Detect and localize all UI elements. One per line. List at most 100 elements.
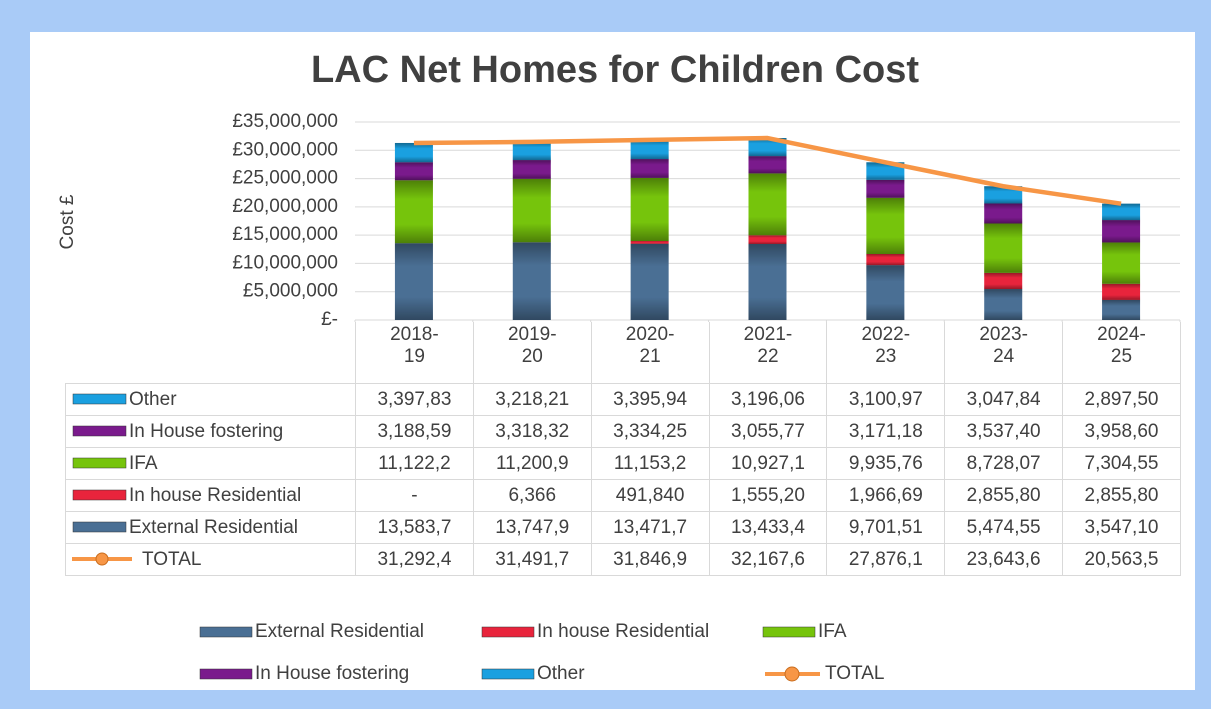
table-cell: 3,188,59 xyxy=(355,415,474,448)
bar xyxy=(866,265,905,320)
legend-swatch xyxy=(481,668,535,680)
bar-shade xyxy=(394,180,433,244)
x-tick-label: 2018-19 xyxy=(390,324,439,367)
row-label: TOTAL xyxy=(142,548,202,570)
row-label: In House fostering xyxy=(129,420,284,442)
bar xyxy=(630,139,669,160)
table-cell: 13,583,7 xyxy=(355,511,474,544)
bar-shade xyxy=(748,244,787,320)
bar-shade xyxy=(512,242,551,320)
y-tick-label: £25,000,000 xyxy=(232,168,338,189)
legend-item: TOTAL xyxy=(765,663,884,684)
bar-shade xyxy=(748,235,787,245)
row-header: In house Residential xyxy=(65,479,356,512)
table-row: IFA 11,122,2 11,200,9 11,153,2 10,927,1 9,935… xyxy=(65,447,1181,480)
bar xyxy=(630,159,669,178)
legend-key xyxy=(72,458,127,469)
bar xyxy=(394,243,433,320)
line-series xyxy=(413,135,1122,206)
y-tick-label: £15,000,000 xyxy=(232,224,338,245)
table-cell: 11,200,9 xyxy=(472,447,592,480)
table-cell: 491,840 xyxy=(590,479,710,512)
x-tick-label: 2024-25 xyxy=(1097,324,1146,367)
bar-shade xyxy=(866,197,905,254)
table-cell: 31,292,4 xyxy=(355,543,474,576)
bar-shade xyxy=(984,272,1023,290)
bar xyxy=(1102,203,1141,221)
legend-label: IFA xyxy=(818,621,847,642)
bar xyxy=(748,244,787,320)
table-cell: 11,122,2 xyxy=(355,447,474,480)
legend-swatch xyxy=(199,668,253,680)
table-cell: 3,537,40 xyxy=(944,415,1064,448)
legend-swatch xyxy=(72,458,127,469)
table-cell: - xyxy=(355,479,474,512)
bar xyxy=(866,162,905,180)
row-label: Other xyxy=(129,388,177,410)
bar-shade xyxy=(394,243,433,320)
x-tick-label: 2021-22 xyxy=(743,324,793,367)
legend-label: In House fostering xyxy=(255,663,409,684)
bar-shade xyxy=(866,253,905,266)
bar-shade xyxy=(984,223,1023,273)
row-label: In house Residential xyxy=(129,484,302,506)
legend-marker xyxy=(784,666,800,682)
table-cell: 11,153,2 xyxy=(590,447,710,480)
table-row: Other 3,397,83 3,218,21 3,395,94 3,196,06 3,1… xyxy=(65,383,1181,416)
bar xyxy=(866,253,905,266)
bar xyxy=(984,186,1023,204)
bar-shade xyxy=(630,241,669,244)
table-header-cell: 2023-24 xyxy=(944,322,1064,384)
table-header-cell: 2022-23 xyxy=(826,322,946,384)
legend-label: TOTAL xyxy=(825,663,884,684)
x-tick-label: 2020-21 xyxy=(625,324,675,367)
y-tick-label: £5,000,000 xyxy=(243,281,338,302)
table-cell: 3,171,18 xyxy=(826,415,946,448)
row-header: External Residential xyxy=(65,511,356,544)
legend-swatch xyxy=(762,626,816,638)
x-tick-label: 2023-24 xyxy=(979,324,1028,367)
row-header: IFA xyxy=(65,447,356,480)
bar xyxy=(1102,220,1141,243)
legend-swatch xyxy=(481,626,535,638)
table-header-cell: 2020-21 xyxy=(590,322,710,384)
y-axis-label: Cost £ xyxy=(57,194,78,249)
table-cell: 3,047,84 xyxy=(944,383,1064,416)
table-cell: 3,334,25 xyxy=(590,415,710,448)
bar-shade xyxy=(866,179,905,198)
table-cell: 3,318,32 xyxy=(472,415,592,448)
y-tick-label: £30,000,000 xyxy=(232,139,338,160)
bar xyxy=(1102,299,1141,320)
bar xyxy=(984,272,1023,290)
bar-shade xyxy=(394,142,433,163)
legend-label: In house Residential xyxy=(537,621,709,642)
row-header: Other xyxy=(65,383,356,416)
legend-key xyxy=(72,490,127,501)
bar-shade xyxy=(630,177,669,242)
table-cell: 10,927,1 xyxy=(708,447,828,480)
table-header: 2018-19 2019-20 2020-21 2021-22 2022-23 2023-… xyxy=(65,322,1181,384)
bar xyxy=(1102,242,1141,284)
x-tick-label: 2022-23 xyxy=(861,324,911,367)
bar xyxy=(866,179,905,198)
legend-key xyxy=(72,394,127,405)
bar xyxy=(512,160,551,179)
legend-marker xyxy=(95,552,109,566)
bar-shade xyxy=(394,162,433,181)
bar xyxy=(394,162,433,181)
table-row: External Residential 13,583,7 13,747,9 13,4… xyxy=(65,511,1181,544)
table-cell: 3,397,83 xyxy=(355,383,474,416)
table-header-cell: 2021-22 xyxy=(708,322,828,384)
legend-item: In House fostering xyxy=(199,663,409,684)
legend-key xyxy=(72,522,127,533)
y-tick-label: £10,000,000 xyxy=(232,252,338,273)
legend-key xyxy=(72,552,132,566)
table-cell: 3,218,21 xyxy=(472,383,592,416)
table-cell: 1,966,69 xyxy=(826,479,946,512)
bar xyxy=(512,242,551,320)
table-cell: 31,846,9 xyxy=(590,543,710,576)
legend-swatch xyxy=(72,394,127,405)
legend-swatch xyxy=(199,626,253,638)
bar xyxy=(748,156,787,174)
